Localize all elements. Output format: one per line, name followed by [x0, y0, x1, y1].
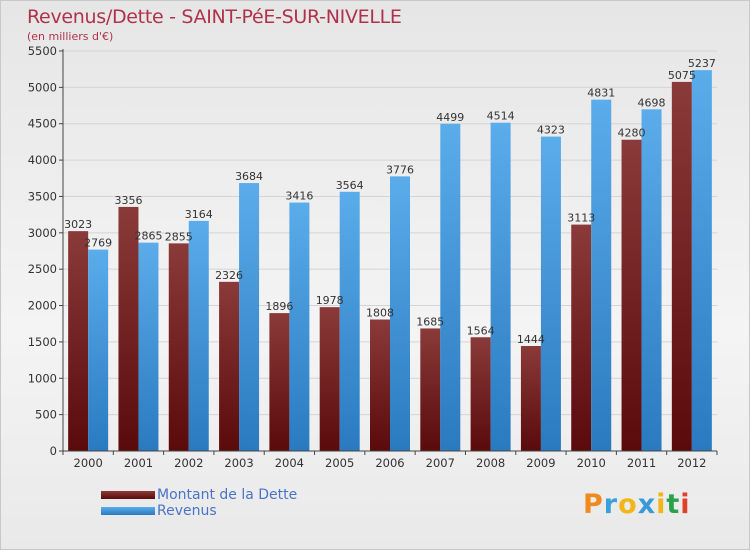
x-tick-label: 2002	[174, 456, 203, 470]
y-tick-label: 4000	[28, 153, 57, 167]
x-tick-label: 2011	[627, 456, 656, 470]
revenus-bar	[188, 220, 209, 451]
x-tick-label: 2008	[476, 456, 505, 470]
dette-bar	[269, 313, 290, 451]
revenus-bar	[641, 109, 662, 451]
dette-bar	[219, 281, 240, 451]
revenus-bar-value-label: 3776	[386, 163, 414, 176]
x-tick-label: 2012	[677, 456, 706, 470]
revenus-bar-value-label: 4514	[487, 110, 515, 123]
dette-bar-value-label: 1978	[316, 294, 344, 307]
x-tick-label: 2003	[224, 456, 253, 470]
dette-bar-value-label: 2855	[165, 230, 193, 243]
revenus-bar-value-label: 4831	[587, 87, 615, 100]
chart-unit-label: (en milliers d'€)	[27, 30, 114, 43]
y-tick-label: 3000	[28, 226, 57, 240]
logo-letter: x	[637, 489, 657, 520]
y-tick-label: 3500	[28, 189, 57, 203]
legend-swatch-revenus	[101, 507, 155, 515]
dette-bar	[118, 206, 139, 451]
logo-letter: P	[583, 489, 604, 520]
x-tick-label: 2001	[124, 456, 153, 470]
logo-letter: i	[656, 489, 667, 520]
revenus-bar-value-label: 3164	[185, 208, 213, 221]
x-tick-label: 2007	[426, 456, 455, 470]
revenus-bar	[138, 242, 159, 451]
revenus-bar	[390, 176, 410, 451]
proxiti-logo: Proxiti	[583, 489, 691, 520]
revenus-bar	[691, 70, 712, 452]
revenus-bar	[591, 99, 612, 452]
revenus-bar	[239, 183, 260, 451]
x-tick-label: 2000	[74, 456, 103, 470]
dette-bar	[621, 139, 642, 451]
dette-bar	[319, 307, 340, 451]
dette-bar-value-label: 1685	[416, 315, 444, 328]
y-tick-label: 0	[50, 444, 57, 458]
revenus-bar	[289, 202, 310, 451]
dette-bar	[520, 345, 541, 451]
dette-bar-value-label: 2326	[215, 269, 243, 282]
dette-bar	[68, 231, 89, 451]
x-tick-label: 2006	[375, 456, 404, 470]
revenus-bar-value-label: 3684	[235, 170, 263, 183]
dette-bar-value-label: 3023	[64, 218, 92, 231]
dette-bar-value-label: 3356	[114, 194, 142, 207]
revenus-bar	[440, 123, 461, 452]
revenus-bar-value-label: 4323	[537, 124, 565, 137]
legend-label-revenus: Revenus	[157, 503, 217, 519]
legend-item-revenus: Revenus	[101, 503, 297, 519]
y-tick-label: 2000	[28, 299, 57, 313]
y-tick-label: 5500	[28, 44, 57, 58]
legend-label-dette: Montant de la Dette	[157, 487, 298, 503]
dette-bar-value-label: 3113	[567, 212, 595, 225]
x-tick-label: 2010	[577, 456, 606, 470]
dette-bar	[571, 224, 592, 451]
revenus-bar	[540, 136, 561, 451]
logo-letter: t	[666, 489, 681, 520]
revenus-bar-value-label: 2769	[84, 237, 112, 250]
revenus-bar-value-label: 2865	[134, 230, 162, 243]
revenus-bar-value-label: 3416	[285, 190, 313, 203]
dette-bar	[370, 319, 390, 451]
legend-item-dette: Montant de la Dette	[101, 487, 297, 503]
dette-bar	[671, 81, 692, 451]
revenus-bar	[339, 191, 360, 452]
y-tick-label: 1000	[28, 371, 57, 385]
dette-bar-value-label: 1564	[467, 324, 495, 337]
dette-bar-value-label: 1808	[366, 307, 394, 320]
y-tick-label: 5000	[28, 80, 57, 94]
dette-bar	[420, 328, 441, 451]
y-tick-label: 4500	[28, 117, 57, 131]
legend-swatch-dette	[101, 491, 155, 499]
revenus-bar	[490, 122, 511, 451]
logo-letter: r	[603, 489, 619, 520]
y-tick-label: 1500	[28, 335, 57, 349]
x-tick-label: 2004	[275, 456, 304, 470]
logo-letter: i	[680, 489, 691, 520]
revenus-bar-value-label: 3564	[336, 179, 364, 192]
logo-letter: o	[618, 489, 638, 520]
y-tick-label: 2500	[28, 262, 57, 276]
revenus-bar	[88, 249, 109, 451]
dette-bar-value-label: 5075	[668, 69, 696, 82]
dette-bar	[168, 243, 189, 451]
x-tick-label: 2009	[526, 456, 555, 470]
dette-bar-value-label: 1444	[517, 333, 545, 346]
dette-bar-value-label: 4280	[618, 127, 646, 140]
x-tick-label: 2005	[325, 456, 354, 470]
revenus-bar-value-label: 5237	[688, 57, 716, 70]
dette-bar-value-label: 1896	[265, 300, 293, 313]
revenus-bar-value-label: 4499	[436, 111, 464, 124]
revenus-bar-value-label: 4698	[638, 96, 666, 109]
y-tick-label: 500	[35, 408, 57, 422]
dette-bar	[470, 337, 491, 451]
legend: Montant de la Dette Revenus	[101, 487, 297, 519]
chart-title: Revenus/Dette - SAINT-PéE-SUR-NIVELLE	[27, 6, 402, 28]
